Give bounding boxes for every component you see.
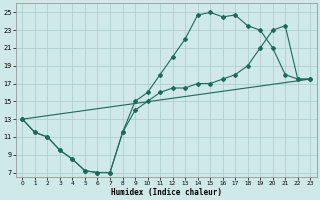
- X-axis label: Humidex (Indice chaleur): Humidex (Indice chaleur): [111, 188, 222, 197]
